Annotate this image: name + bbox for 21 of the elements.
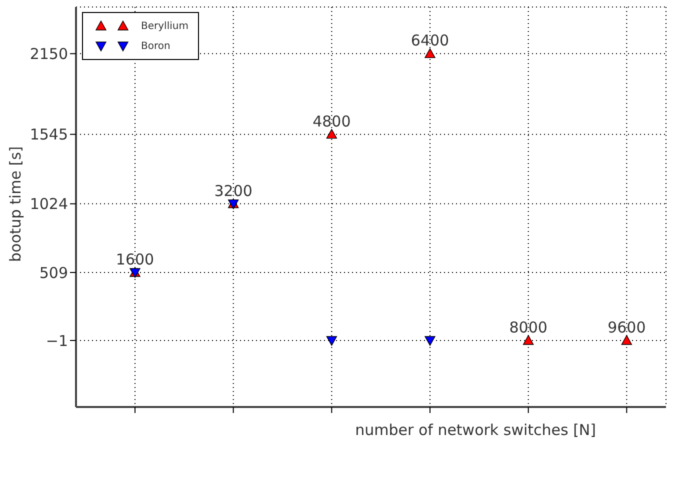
y-tick-label: −1 bbox=[46, 332, 68, 350]
legend-label: Beryllium bbox=[141, 20, 188, 32]
annotation: 8000 bbox=[509, 318, 548, 336]
x-axis-title: number of network switches [N] bbox=[355, 421, 596, 439]
point bbox=[621, 335, 632, 345]
annotation: 6400 bbox=[410, 32, 450, 50]
point bbox=[522, 335, 534, 345]
annotation: 9600 bbox=[608, 318, 646, 336]
legend-label: Boron bbox=[141, 40, 170, 52]
point bbox=[424, 336, 436, 346]
point bbox=[424, 48, 436, 58]
point bbox=[326, 128, 338, 139]
point bbox=[326, 336, 338, 346]
annotation: 3200 bbox=[214, 182, 252, 200]
y-tick-label: 509 bbox=[39, 264, 68, 282]
y-tick-label: 1024 bbox=[30, 195, 68, 214]
annotation: 1600 bbox=[116, 250, 154, 268]
y-tick-label: 1545 bbox=[30, 126, 68, 144]
y-axis-title: bootup time [s] bbox=[6, 146, 24, 262]
annotation: 4800 bbox=[312, 112, 351, 130]
y-tick-label: 2150 bbox=[30, 44, 68, 63]
